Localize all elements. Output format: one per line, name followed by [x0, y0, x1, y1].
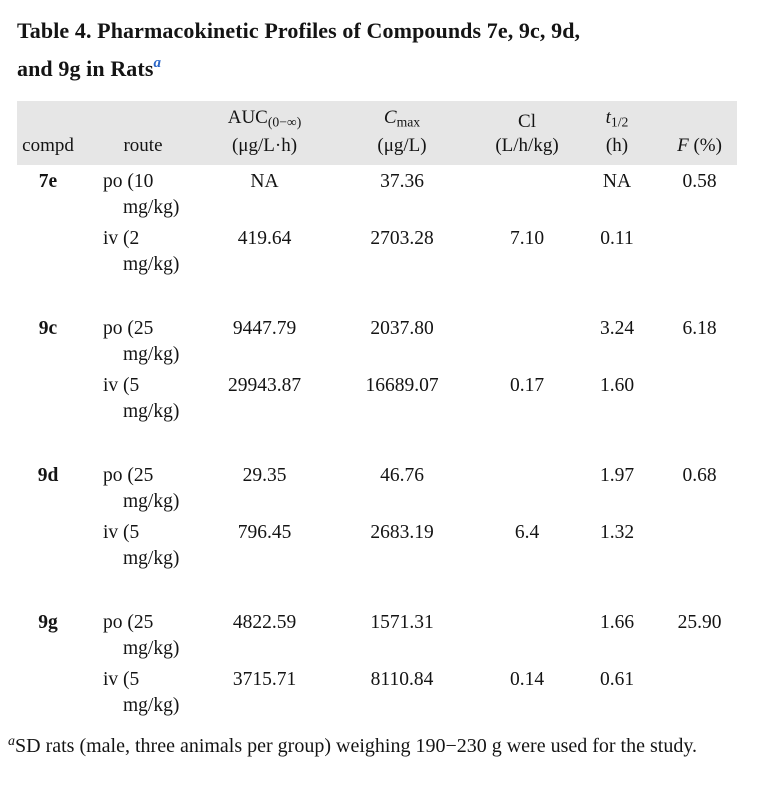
- route-cell: po (25 mg/kg): [103, 612, 180, 659]
- compound-id: 7e: [38, 171, 58, 192]
- f-value: [662, 520, 737, 572]
- paper-table-page: Table 4. Pharmacokinetic Profiles of Com…: [0, 14, 776, 785]
- compound-group-9c: 9c po (25 mg/kg) 9447.79 2037.80 3.24 6.…: [17, 316, 737, 425]
- f-value: 6.18: [682, 318, 717, 339]
- cl-value: 6.4: [514, 522, 540, 543]
- auc-value: 796.45: [237, 522, 292, 543]
- f-value: [662, 226, 737, 278]
- table-row: iv (2 mg/kg) 419.64 2703.28 7.10 0.11: [17, 226, 737, 278]
- route-cell: iv (5 mg/kg): [103, 375, 180, 422]
- table-row: 9g po (25 mg/kg) 4822.59 1571.31 1.66 25…: [17, 610, 737, 662]
- footnote-marker: a: [8, 734, 15, 749]
- thalf-value: 0.11: [600, 228, 634, 249]
- thalf-value: 1.60: [599, 375, 635, 396]
- header-f: F (%): [677, 135, 722, 156]
- table-footnote: aSD rats (male, three animals per group)…: [8, 728, 768, 760]
- compound-id-empty: [17, 226, 79, 278]
- route-cell: po (25 mg/kg): [103, 465, 180, 512]
- compound-id-empty: [17, 373, 79, 425]
- cmax-value: 1571.31: [370, 612, 434, 633]
- thalf-value: 3.24: [599, 318, 635, 339]
- table-row: 9c po (25 mg/kg) 9447.79 2037.80 3.24 6.…: [17, 316, 737, 368]
- f-value: 0.58: [682, 171, 717, 192]
- route-cell: iv (5 mg/kg): [103, 522, 180, 569]
- thalf-value: NA: [602, 171, 632, 192]
- footnote-text: SD rats (male, three animals per group) …: [15, 735, 698, 757]
- thalf-value: 1.97: [599, 465, 635, 486]
- cl-value: [482, 169, 572, 221]
- f-value: 25.90: [677, 612, 722, 633]
- auc-value: 3715.71: [232, 669, 297, 690]
- cl-value: 0.17: [509, 375, 545, 396]
- table-title-line1: Table 4. Pharmacokinetic Profiles of Com…: [17, 18, 581, 43]
- table-row: 7e po (10 mg/kg) NA 37.36 NA 0.58: [17, 169, 737, 221]
- cmax-value: 37.36: [380, 171, 424, 192]
- table-row: 9d po (25 mg/kg) 29.35 46.76 1.97 0.68: [17, 463, 737, 515]
- compound-id: 9g: [38, 612, 58, 633]
- auc-value: 4822.59: [232, 612, 297, 633]
- cmax-value: 46.76: [380, 465, 424, 486]
- compound-id: 9d: [37, 465, 59, 486]
- compound-id: 9c: [38, 318, 58, 339]
- cmax-value: 2683.19: [370, 522, 434, 543]
- auc-value: 29943.87: [227, 375, 302, 396]
- table-title-line2: and 9g in Rats: [17, 56, 154, 81]
- compound-id-empty: [17, 667, 79, 719]
- pharmacokinetic-table: compd route AUC(0−∞) (μg/L·h) Cmax (μg/L…: [17, 101, 737, 719]
- table-title: Table 4. Pharmacokinetic Profiles of Com…: [17, 14, 756, 85]
- header-cl: Cl (L/h/kg): [495, 111, 559, 156]
- header-auc: AUC(0−∞) (μg/L·h): [227, 106, 302, 156]
- thalf-value: 0.61: [599, 669, 635, 690]
- route-cell: po (25 mg/kg): [103, 318, 180, 365]
- cmax-value: 16689.07: [365, 375, 439, 396]
- header-thalf: t1/2 (h): [605, 106, 629, 156]
- route-cell: iv (2 mg/kg): [103, 228, 180, 275]
- cl-value: [482, 463, 572, 515]
- compound-id-empty: [17, 520, 79, 572]
- f-value: 0.68: [682, 465, 717, 486]
- table-row: iv (5 mg/kg) 3715.71 8110.84 0.14 0.61: [17, 667, 737, 719]
- f-value: [662, 667, 737, 719]
- auc-value: 29.35: [242, 465, 287, 486]
- f-value: [662, 373, 737, 425]
- compound-group-9d: 9d po (25 mg/kg) 29.35 46.76 1.97 0.68 i…: [17, 463, 737, 572]
- table-header-row: compd route AUC(0−∞) (μg/L·h) Cmax (μg/L…: [17, 101, 737, 165]
- cl-value: [482, 610, 572, 662]
- cmax-value: 8110.84: [370, 669, 434, 690]
- route-cell: po (10 mg/kg): [103, 171, 180, 218]
- route-cell: iv (5 mg/kg): [103, 669, 180, 716]
- title-footnote-marker: a: [153, 55, 162, 71]
- thalf-value: 1.66: [599, 612, 635, 633]
- header-cmax: Cmax (μg/L): [377, 106, 427, 156]
- compound-group-9g: 9g po (25 mg/kg) 4822.59 1571.31 1.66 25…: [17, 610, 737, 719]
- cmax-value: 2703.28: [370, 228, 434, 249]
- auc-value: 9447.79: [232, 318, 297, 339]
- compound-group-7e: 7e po (10 mg/kg) NA 37.36 NA 0.58 iv (2: [17, 169, 737, 278]
- header-compd: compd: [22, 135, 74, 156]
- table-row: iv (5 mg/kg) 796.45 2683.19 6.4 1.32: [17, 520, 737, 572]
- cl-value: 7.10: [509, 228, 545, 249]
- cmax-value: 2037.80: [370, 318, 434, 339]
- table-body: 7e po (10 mg/kg) NA 37.36 NA 0.58 iv (2: [17, 169, 737, 719]
- auc-value: NA: [250, 171, 279, 192]
- table-row: iv (5 mg/kg) 29943.87 16689.07 0.17 1.60: [17, 373, 737, 425]
- header-route: route: [123, 135, 163, 156]
- cl-value: 0.14: [509, 669, 545, 690]
- cl-value: [482, 316, 572, 368]
- thalf-value: 1.32: [599, 522, 635, 543]
- auc-value: 419.64: [237, 228, 292, 249]
